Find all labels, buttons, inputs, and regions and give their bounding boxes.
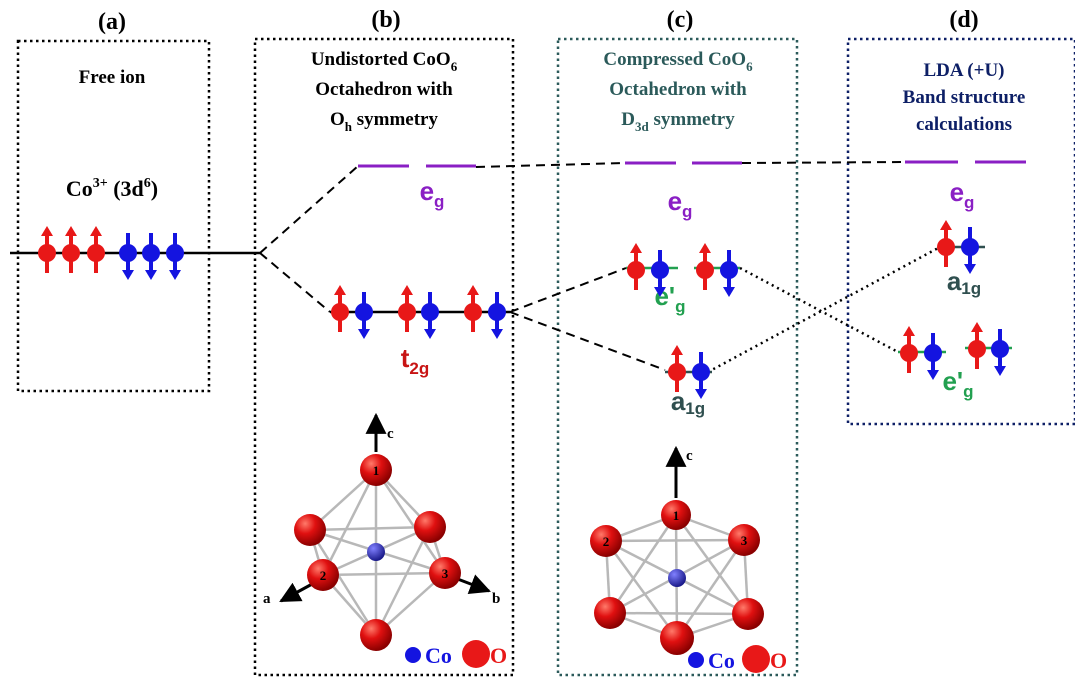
axis-label-a-b: a <box>263 591 271 607</box>
reordering-connectors <box>707 245 941 374</box>
spin-up-icon <box>696 243 714 290</box>
spin-down-icon <box>488 292 506 339</box>
o-atom-b-left <box>294 514 326 546</box>
o-atom-c-bottom-right <box>732 598 764 630</box>
o-atom-b-bottom <box>360 619 392 651</box>
atom-label-b-1: 1 <box>373 463 380 478</box>
legend-co-icon-c <box>688 652 704 668</box>
axis-a-b <box>279 581 315 603</box>
spin-up-icon <box>464 285 482 332</box>
spin-up-icon <box>62 226 80 273</box>
co-atom-b <box>367 543 385 561</box>
axis-label-b-b: b <box>492 591 500 607</box>
legend-co-label-c: Co <box>708 648 735 673</box>
atom-label-c-2: 2 <box>603 534 610 549</box>
legend-c: Co O <box>688 645 787 673</box>
panel-d-tag: (d) <box>949 7 978 33</box>
legend-co-icon-b <box>405 647 421 663</box>
octahedron-b: c a b 1 2 3 <box>263 412 500 651</box>
panel-b-border <box>253 37 515 677</box>
panel-d-heading-line2: Band structure <box>903 87 1026 108</box>
panel-a-config: Co3+ (3d6) <box>66 176 158 201</box>
legend-b: Co O <box>405 640 507 668</box>
co-atom-c <box>668 569 686 587</box>
spin-up-icon <box>38 226 56 273</box>
o-atom-b-front-left <box>307 559 339 591</box>
label-a1g-d: a1g <box>947 266 981 298</box>
label-eg-d: eg <box>950 177 975 212</box>
panel-b-tag: (b) <box>371 7 400 33</box>
spin-up-icon <box>900 326 918 373</box>
spin-up-icon <box>398 285 416 332</box>
spin-down-icon <box>924 333 942 380</box>
spin-down-icon <box>355 292 373 339</box>
eg-levels <box>358 160 1026 168</box>
panel-a-heading: Free ion <box>79 67 146 88</box>
o-atom-b-top <box>360 454 392 486</box>
panel-c-heading-line3: D3d symmetry <box>621 109 735 134</box>
spin-down-icon <box>119 233 137 280</box>
label-t2g-b: t2g <box>401 343 430 378</box>
o-atom-b-front-right <box>429 557 461 589</box>
spin-up-icon <box>937 220 955 267</box>
legend-o-label-c: O <box>770 648 787 673</box>
spin-up-icon <box>87 226 105 273</box>
spin-up-icon <box>627 243 645 290</box>
spin-down-icon <box>991 329 1009 376</box>
o-atom-b-right <box>414 511 446 543</box>
atom-label-b-3: 3 <box>442 566 449 581</box>
atom-label-b-2: 2 <box>320 568 327 583</box>
axis-label-c-c: c <box>686 448 693 464</box>
splitting-connectors <box>259 161 906 371</box>
panel-c-tag: (c) <box>667 7 694 33</box>
o-atom-c-top-left <box>590 525 622 557</box>
panel-b-heading-line2: Octahedron with <box>315 79 453 100</box>
label-egp-d: e'g <box>942 366 973 401</box>
legend-o-icon-c <box>742 645 770 673</box>
panel-c-heading-line2: Octahedron with <box>609 79 747 100</box>
spin-up-icon <box>331 285 349 332</box>
legend-co-label-b: Co <box>425 643 452 668</box>
legend-o-label-b: O <box>490 643 507 668</box>
o-atom-c-top-right <box>728 524 760 556</box>
electron-spins <box>38 220 1012 399</box>
o-atom-c-bottom-front <box>660 621 694 655</box>
panel-c-heading-line1: Compressed CoO6 <box>603 49 753 74</box>
atom-label-c-3: 3 <box>741 533 748 548</box>
label-eg-b: eg <box>420 176 445 211</box>
axis-b-b <box>454 574 491 595</box>
spin-up-icon <box>968 322 986 369</box>
panel-b-heading-line3: Oh symmetry <box>330 109 439 134</box>
spin-down-icon <box>421 292 439 339</box>
panel-d-heading-line1: LDA (+U) <box>923 60 1004 81</box>
panel-d-heading-line3: calculations <box>916 114 1012 135</box>
label-eg-c: eg <box>668 186 693 221</box>
legend-o-icon-b <box>462 640 490 668</box>
label-a1g-c: a1g <box>671 386 705 418</box>
axis-label-c-b: c <box>387 426 394 442</box>
spin-down-icon <box>166 233 184 280</box>
atom-label-c-1: 1 <box>673 508 680 523</box>
o-atom-c-top <box>661 500 691 530</box>
spin-down-icon <box>142 233 160 280</box>
spin-down-icon <box>961 227 979 274</box>
o-atom-c-bottom-left <box>594 597 626 629</box>
spin-down-icon <box>720 250 738 297</box>
spin-down-icon <box>651 250 669 297</box>
spin-down-icon <box>692 352 710 399</box>
octahedron-c: c 1 2 3 <box>590 445 764 655</box>
spin-up-icon <box>668 345 686 392</box>
panel-a-border <box>16 39 211 393</box>
panel-b-heading-line1: Undistorted CoO6 <box>311 49 458 74</box>
panel-a-tag: (a) <box>98 9 126 35</box>
